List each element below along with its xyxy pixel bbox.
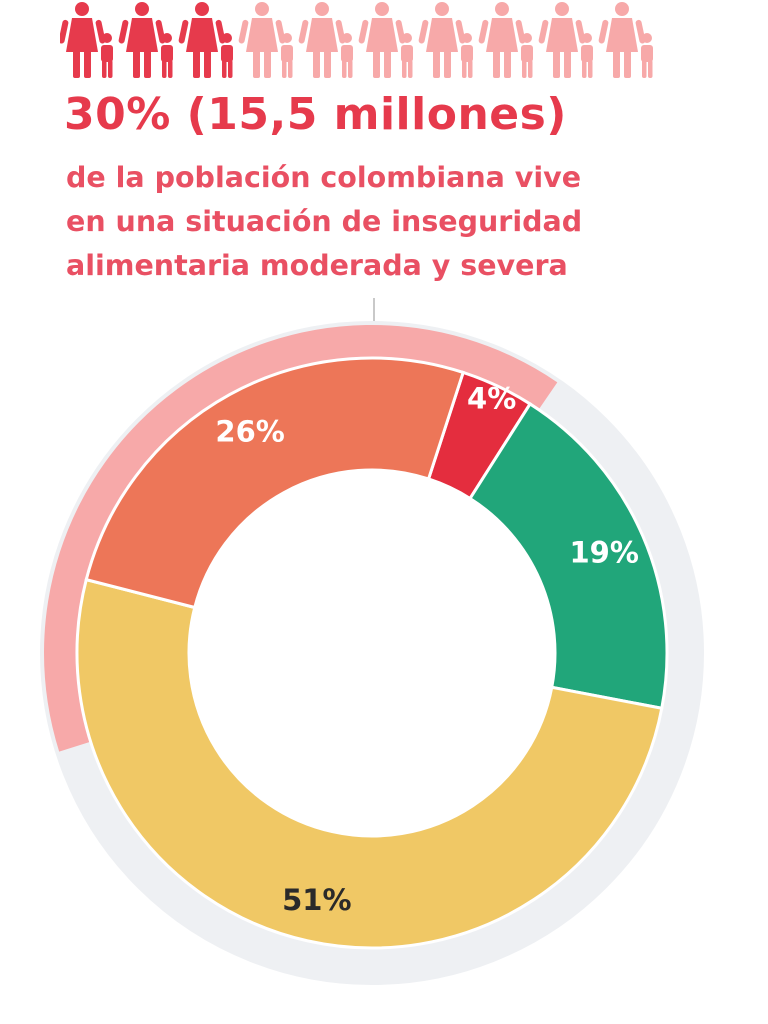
- highlight-arc: [43, 324, 558, 752]
- family-icon: [478, 2, 533, 78]
- headline: 30% (15,5 millones): [64, 89, 567, 140]
- slice-label-4: 4%: [467, 382, 516, 416]
- family-icon: [418, 2, 473, 78]
- description-line-1: de la población colombiana vive: [66, 161, 582, 194]
- description: de la población colombiana vive en una s…: [66, 156, 726, 288]
- description-line-2: en una situación de inseguridad: [66, 205, 583, 238]
- family-icon: [60, 2, 113, 78]
- family-icon: [538, 2, 593, 78]
- family-icon: [298, 2, 353, 78]
- slice-19: [467, 401, 669, 711]
- family-icon: [358, 2, 413, 78]
- people-icons-row: [60, 2, 653, 78]
- description-line-3: alimentaria moderada y severa: [66, 249, 568, 282]
- family-icon: [598, 2, 653, 78]
- slice-label-51: 51%: [282, 883, 351, 917]
- slice-label-19: 19%: [569, 536, 638, 570]
- slice-26: [84, 356, 466, 610]
- family-icon: [178, 2, 233, 78]
- family-icon: [238, 2, 293, 78]
- slice-51: [75, 577, 664, 950]
- slice-label-26: 26%: [215, 414, 284, 448]
- family-icon: [118, 2, 173, 78]
